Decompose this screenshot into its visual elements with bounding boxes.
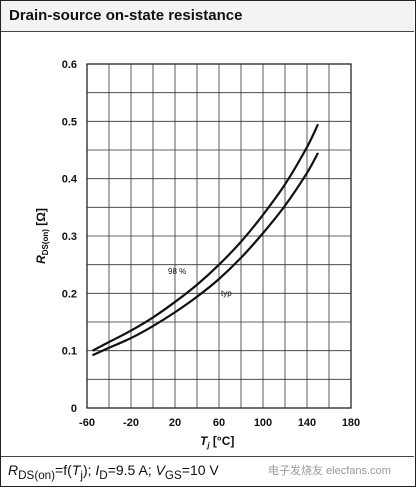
x-tick-label: -60 (79, 417, 95, 429)
y-axis-label: RDS(on) [Ω] (34, 208, 50, 264)
series-label-98: 98 % (168, 267, 186, 276)
grid-lines (87, 64, 351, 408)
figure-footer: RDS(on)=f(Tj); ID=9.5 A; VGS=10 V (1, 456, 414, 487)
x-tick-label: 180 (342, 417, 360, 429)
watermark-text: 电子发烧友 elecfans.com (268, 465, 391, 477)
series-lines (91, 123, 319, 357)
series-label-typ: typ (221, 289, 232, 298)
svg-text:Tj [°C]: Tj [°C] (200, 434, 234, 450)
y-tick-label: 0.2 (62, 288, 77, 300)
x-tick-label: 60 (213, 417, 225, 429)
x-tick-label: -20 (123, 417, 139, 429)
tick-labels: -60 -20 20 60 100 140 180 0 0.1 0.2 0.3 0.4 0.5 0.6 (62, 59, 360, 429)
series-line-0 (91, 123, 319, 352)
figure-title: Drain-source on-state resistance (9, 7, 243, 24)
series-line-1 (92, 152, 319, 357)
x-tick-label: 140 (298, 417, 316, 429)
y-tick-label: 0.1 (62, 346, 77, 358)
x-tick-label: 20 (169, 417, 181, 429)
y-tick-label: 0.5 (62, 116, 77, 128)
y-tick-label: 0 (71, 403, 77, 415)
x-tick-label: 100 (254, 417, 272, 429)
y-tick-label: 0.3 (62, 231, 77, 243)
y-tick-label: 0.6 (62, 59, 77, 71)
y-tick-label: 0.4 (62, 174, 78, 186)
figure-header: Drain-source on-state resistance (1, 1, 414, 32)
svg-text:RDS(on) [Ω]: RDS(on) [Ω] (34, 208, 50, 264)
x-axis-label: Tj [°C] (200, 434, 234, 450)
figure-caption: RDS(on)=f(Tj); ID=9.5 A; VGS=10 V (8, 462, 219, 482)
